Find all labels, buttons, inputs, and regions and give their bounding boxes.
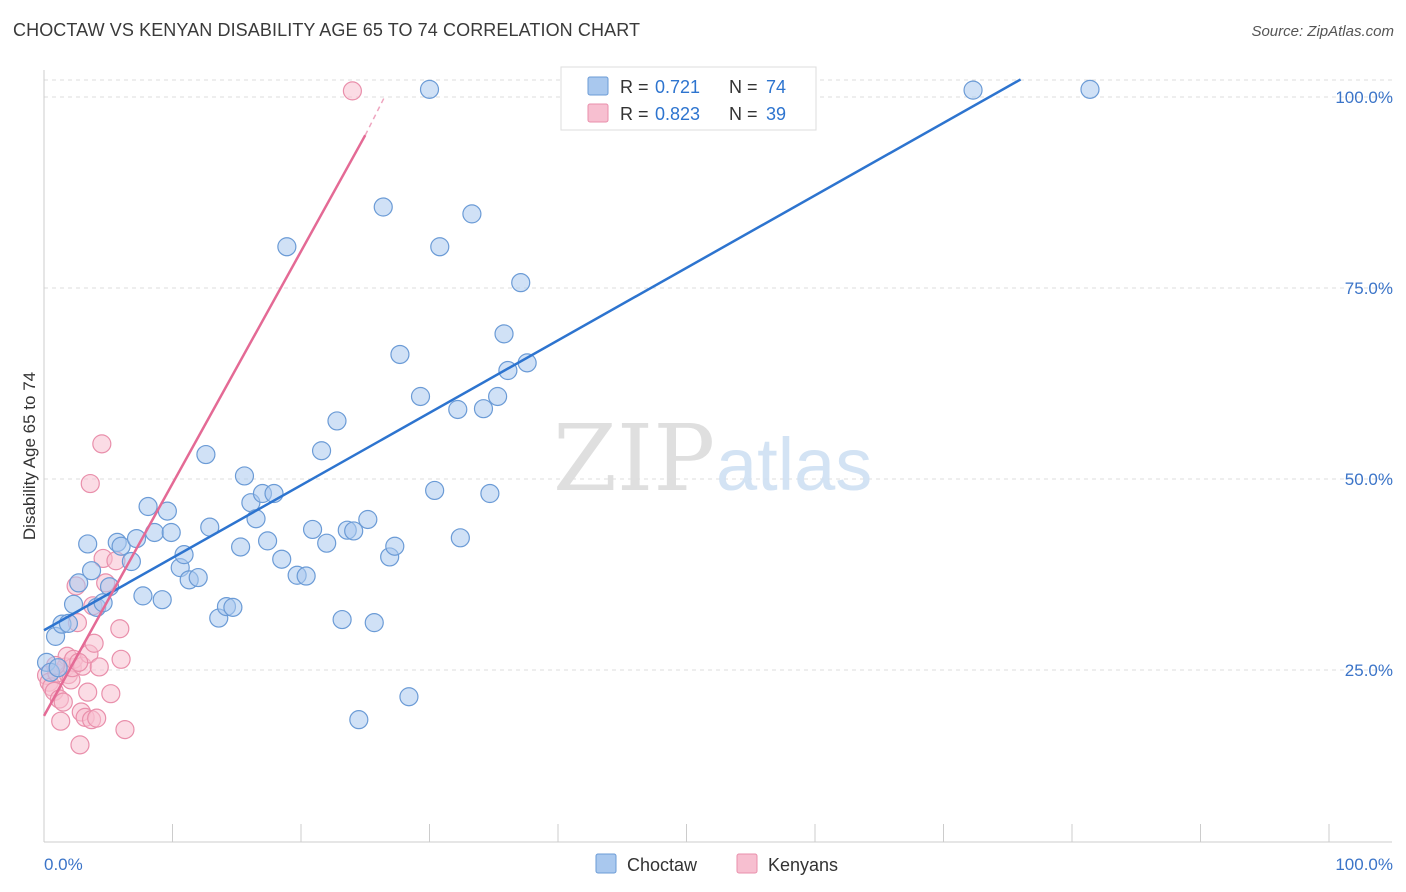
choctaw-point [419, 79, 440, 99]
choctaw-point [188, 567, 208, 588]
y-axis-title: Disability Age 65 to 74 [20, 372, 39, 540]
legend-label-kenyans: Kenyans [768, 855, 838, 875]
kenyans-point [80, 473, 100, 494]
choctaw-point [1080, 79, 1100, 99]
source-credit: Source: ZipAtlas.com [1251, 23, 1394, 40]
choctaw-point [302, 519, 323, 540]
choctaw-point [450, 528, 470, 548]
choctaw-point [48, 658, 68, 678]
choctaw-point [430, 237, 450, 257]
choctaw-point [448, 399, 468, 420]
choctaw-point [488, 386, 508, 407]
kenyans-point [101, 684, 121, 704]
choctaw-point [399, 687, 419, 707]
choctaw-point [332, 609, 352, 630]
kenyans-point [70, 735, 90, 755]
kenyans-point [53, 692, 73, 712]
chart-title: CHOCTAW VS KENYAN DISABILITY AGE 65 TO 7… [13, 20, 641, 40]
kenyans-point [78, 682, 98, 702]
choctaw-point [246, 509, 266, 529]
choctaw-trendline [43, 78, 1022, 632]
choctaw-point [344, 521, 364, 541]
legend-swatch-choctaw [595, 853, 617, 874]
choctaw-point [152, 590, 172, 610]
choctaw-point [69, 573, 89, 593]
kenyans-trendline-extension [364, 96, 386, 136]
choctaw-point [358, 509, 378, 530]
choctaw-point [223, 597, 243, 617]
choctaw-point [494, 324, 514, 344]
stats-r-label-kenyans: R = [620, 104, 649, 124]
kenyans-trendline [42, 134, 367, 717]
grid-lines [44, 79, 1392, 671]
kenyans-point [111, 649, 131, 669]
watermark: ZIP atlas [553, 405, 872, 512]
choctaw-point [410, 386, 431, 407]
choctaw-point [138, 496, 158, 517]
choctaw-point [317, 533, 337, 553]
choctaw-point [349, 710, 369, 730]
choctaw-point [963, 80, 983, 100]
x-tick-label-min: 0.0% [44, 855, 83, 874]
choctaw-point [373, 197, 393, 217]
choctaw-point [231, 537, 251, 557]
choctaw-point [364, 613, 384, 633]
stats-n-value-kenyans: 39 [766, 104, 786, 124]
choctaw-point [511, 273, 531, 293]
legend-swatch-kenyans [736, 853, 758, 874]
y-tick-label: 75.0% [1345, 279, 1393, 298]
choctaw-point [272, 549, 292, 569]
choctaw-point [111, 536, 131, 556]
legend-label-choctaw: Choctaw [627, 855, 698, 875]
x-tick-label-max: 100.0% [1335, 855, 1393, 874]
kenyans-point [92, 434, 112, 454]
x-ticks [43, 824, 1330, 842]
choctaw-point [385, 536, 405, 556]
choctaw-point [161, 522, 181, 543]
choctaw-point [81, 561, 102, 581]
choctaw-point [462, 204, 482, 224]
kenyans-point [115, 719, 135, 740]
y-tick-labels: 25.0% 50.0% 75.0% 100.0% [1335, 88, 1393, 680]
kenyans-points [36, 81, 362, 755]
watermark-zip: ZIP [553, 405, 715, 512]
stats-n-value-choctaw: 74 [766, 77, 786, 97]
choctaw-point [311, 441, 332, 461]
choctaw-point [277, 237, 297, 257]
choctaw-point [480, 483, 500, 504]
y-tick-label: 50.0% [1345, 470, 1393, 489]
choctaw-point [390, 344, 410, 365]
kenyans-point [51, 711, 71, 731]
choctaw-point [327, 411, 347, 431]
trendlines [42, 78, 1022, 717]
stats-r-value-choctaw: 0.721 [655, 77, 700, 97]
choctaw-point [196, 444, 216, 465]
stats-swatch-choctaw [587, 76, 609, 96]
choctaw-point [296, 566, 316, 586]
series-legend: Choctaw Kenyans [595, 853, 838, 875]
stats-swatch-kenyans [587, 103, 609, 123]
kenyans-point [110, 619, 130, 639]
stats-n-label-choctaw: N = [729, 77, 758, 97]
kenyans-point [89, 657, 109, 677]
choctaw-point [425, 480, 445, 501]
choctaw-points [36, 79, 1100, 730]
kenyans-point [342, 81, 362, 101]
choctaw-point [78, 534, 98, 554]
choctaw-point [133, 586, 153, 606]
stats-r-label-choctaw: R = [620, 77, 649, 97]
stats-r-value-kenyans: 0.823 [655, 104, 700, 124]
stats-n-label-kenyans: N = [729, 104, 758, 124]
y-tick-label: 25.0% [1345, 661, 1393, 680]
stats-legend: R = 0.721 N = 74 R = 0.823 N = 39 [560, 66, 817, 131]
watermark-atlas: atlas [716, 423, 872, 506]
choctaw-point [257, 531, 278, 551]
kenyans-point [87, 708, 107, 728]
y-tick-label: 100.0% [1335, 88, 1393, 107]
choctaw-point [234, 466, 255, 486]
choctaw-point [473, 399, 494, 419]
